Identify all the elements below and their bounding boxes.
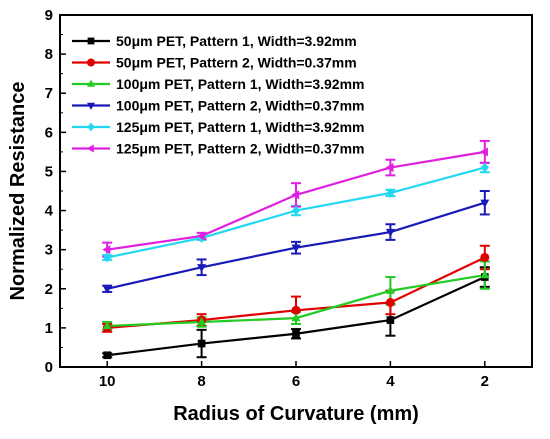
legend-marker: [86, 144, 94, 153]
legend-label: 100μm PET, Pattern 1, Width=3.92mm: [116, 76, 364, 92]
data-point: [103, 351, 112, 360]
data-point: [385, 285, 395, 294]
x-tick-label: 8: [197, 373, 205, 390]
data-point: [102, 245, 111, 255]
x-tick-label: 6: [292, 373, 300, 390]
y-tick-label: 2: [45, 281, 53, 298]
legend-marker: [87, 122, 95, 132]
y-tick-label: 9: [45, 7, 53, 24]
data-point: [386, 188, 395, 198]
y-tick-label: 6: [45, 124, 53, 141]
y-tick-label: 1: [45, 320, 53, 337]
data-point: [102, 285, 112, 294]
y-tick-label: 4: [45, 203, 54, 220]
data-point: [480, 252, 490, 262]
legend-marker: [87, 79, 95, 87]
y-tick-label: 3: [45, 242, 53, 259]
data-point: [386, 316, 395, 324]
y-tick-label: 7: [45, 85, 53, 102]
legend-label: 100μm PET, Pattern 2, Width=0.37mm: [116, 98, 364, 114]
y-tick-label: 5: [45, 163, 53, 180]
y-tick-label: 0: [45, 359, 53, 376]
data-point: [480, 162, 489, 173]
x-axis-title: Radius of Curvature (mm): [173, 403, 419, 425]
data-point: [197, 339, 206, 348]
data-point: [479, 147, 488, 157]
legend-marker: [87, 58, 95, 67]
data-point: [385, 163, 394, 173]
y-tick-label: 8: [45, 46, 53, 63]
legend-marker: [87, 102, 95, 110]
x-tick-label: 4: [386, 373, 395, 390]
y-axis-title: Normalized Resistance: [7, 82, 29, 301]
data-point: [291, 244, 301, 253]
legend-label: 50μm PET, Pattern 1, Width=3.92mm: [116, 33, 357, 49]
data-point: [385, 228, 395, 238]
data-point: [197, 264, 207, 273]
data-point: [291, 313, 301, 322]
legend-marker: [87, 37, 95, 45]
data-point: [385, 297, 395, 307]
data-point: [480, 270, 490, 279]
legend-label: 125μm PET, Pattern 1, Width=3.92mm: [116, 119, 364, 135]
ticks-layer: 10 8 6 4 2 0 1 2 3 4 5 6 7 8 9: [45, 7, 489, 390]
data-point: [291, 205, 301, 216]
legend-label: 125μm PET, Pattern 2, Width=0.37mm: [116, 141, 364, 157]
markers-layer: [102, 147, 490, 360]
data-point: [480, 199, 490, 208]
data-point: [291, 190, 300, 200]
data-point: [196, 231, 205, 241]
legend-label: 50μm PET, Pattern 2, Width=0.37mm: [116, 55, 357, 71]
data-point: [292, 329, 300, 338]
x-tick-label: 10: [99, 373, 116, 390]
data-point: [291, 305, 301, 315]
data-point: [103, 252, 112, 263]
legend: 50μm PET, Pattern 1, Width=3.92mm 50μm PE…: [72, 33, 364, 157]
data-point: [197, 317, 207, 326]
data-point: [102, 320, 112, 330]
x-tick-label: 2: [481, 373, 489, 390]
